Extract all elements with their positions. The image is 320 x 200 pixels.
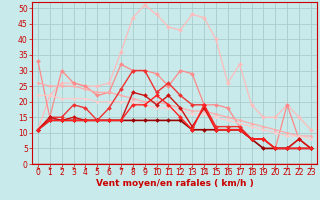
X-axis label: Vent moyen/en rafales ( km/h ): Vent moyen/en rafales ( km/h )	[96, 179, 253, 188]
